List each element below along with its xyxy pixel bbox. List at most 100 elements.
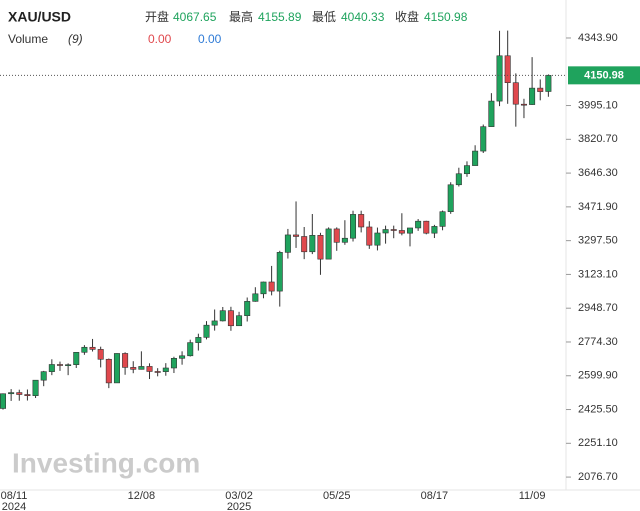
y-tick-label: 2251.10	[578, 437, 618, 449]
candle-body	[293, 234, 300, 237]
candle-body	[333, 228, 340, 243]
candle-body	[24, 394, 31, 396]
candle-body	[32, 379, 39, 396]
y-tick-label: 3995.10	[578, 99, 618, 111]
candle-body	[382, 229, 389, 234]
candle-body	[488, 100, 495, 127]
y-tick-label: 3646.30	[578, 167, 618, 179]
legend-header: XAU/USD 开盘 4067.65 最高 4155.89 最低 4040.33…	[8, 9, 468, 46]
candle-body	[211, 320, 218, 326]
volume-value: 0.00	[148, 32, 172, 46]
candle-body	[56, 364, 63, 366]
candle-body	[268, 281, 275, 292]
y-tick-label: 3123.10	[578, 268, 618, 280]
candle-body	[431, 226, 438, 234]
candle-body	[65, 364, 72, 366]
y-tick-label: 2599.90	[578, 370, 618, 382]
candle-body	[227, 310, 234, 327]
candle-body	[154, 371, 161, 373]
candle-body	[138, 366, 145, 370]
candle-body	[463, 165, 470, 175]
x-year-label: 2025	[227, 501, 251, 511]
candle-body	[537, 87, 544, 92]
candle-body	[252, 293, 259, 302]
candle-body	[512, 82, 519, 105]
candle-body	[284, 234, 291, 253]
candle-body	[447, 184, 454, 212]
candle-body	[179, 355, 186, 359]
ohlc-label: 收盘	[395, 9, 419, 24]
candle-body	[81, 346, 88, 353]
candle-body	[236, 315, 243, 327]
candle-body	[162, 367, 169, 372]
candle-body	[146, 366, 153, 372]
candle-body	[415, 220, 422, 229]
candle-body	[195, 337, 202, 343]
candle-body	[130, 367, 137, 370]
y-tick-label: 3820.70	[578, 133, 618, 145]
candle-body	[48, 364, 55, 372]
y-tick-label: 3471.90	[578, 201, 618, 213]
last-price-label: 4150.98	[584, 69, 624, 81]
y-tick-label: 4343.90	[578, 32, 618, 44]
candle-body	[40, 371, 47, 381]
candle-body	[187, 342, 194, 357]
plot-area	[0, 30, 566, 410]
candle-body	[520, 103, 527, 106]
candle-body	[317, 235, 324, 260]
candle-body	[89, 346, 96, 350]
candle-body	[73, 351, 80, 365]
candle-body	[529, 87, 536, 105]
candle-body	[480, 126, 487, 152]
candle-body	[358, 214, 365, 228]
candle-body	[325, 228, 332, 260]
candle-body	[260, 281, 267, 295]
candle-body	[366, 226, 373, 246]
x-tick-label: 11/09	[519, 490, 546, 502]
y-tick-label: 3297.50	[578, 235, 618, 247]
ohlc-label: 最高	[229, 9, 253, 24]
candle-body	[439, 211, 446, 227]
x-tick-label: 08/11	[1, 490, 28, 502]
candle-body	[113, 353, 120, 384]
candle-body	[390, 229, 397, 231]
y-tick-label: 2948.70	[578, 302, 618, 314]
candle-body	[350, 214, 357, 239]
volume-label: Volume	[8, 32, 48, 46]
candle-body	[455, 173, 462, 186]
x-tick-label: 12/08	[128, 490, 156, 502]
x-tick-label: 03/02	[225, 490, 253, 502]
ohlc-value: 4150.98	[424, 10, 468, 24]
candle-body	[244, 301, 251, 316]
candle-body	[16, 392, 23, 395]
ohlc-label: 最低	[312, 10, 336, 24]
x-tick-label: 05/25	[323, 490, 351, 502]
candle-body	[406, 227, 413, 234]
candle-body	[8, 392, 15, 395]
y-tick-label: 2774.30	[578, 336, 618, 348]
watermark: Investing.com	[12, 447, 200, 478]
volume-period: (9)	[68, 32, 83, 46]
x-year-label: 2024	[2, 501, 26, 511]
candle-body	[170, 358, 177, 369]
candle-body	[398, 230, 405, 234]
candle-body	[301, 236, 308, 253]
ohlc-label: 开盘	[145, 9, 169, 24]
candle-body	[423, 220, 430, 234]
candle-body	[276, 252, 283, 292]
candle-body	[203, 324, 210, 338]
candle-body	[219, 310, 226, 322]
candle-body	[309, 235, 316, 253]
y-tick-label: 2425.50	[578, 403, 618, 415]
last-price-box	[568, 66, 640, 85]
candle-body	[122, 353, 129, 368]
symbol-title: XAU/USD	[8, 9, 71, 25]
candle-body	[472, 150, 479, 166]
candle-body	[105, 358, 112, 384]
candle-body	[545, 75, 552, 92]
candle-body	[374, 232, 381, 246]
ohlc-value: 4040.33	[341, 10, 385, 24]
ohlc-value: 4067.65	[173, 10, 217, 24]
candle-body	[504, 55, 511, 83]
ohlc-value: 4155.89	[258, 10, 302, 24]
